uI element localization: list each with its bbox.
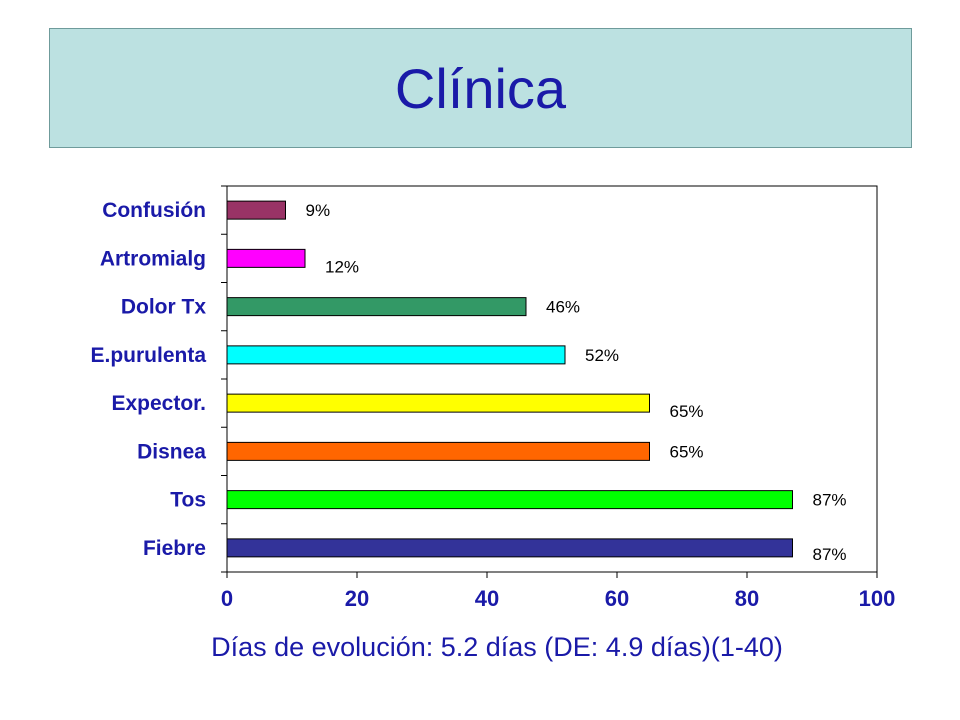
category-label: E.purulenta bbox=[90, 344, 206, 367]
x-tick-label: 40 bbox=[475, 586, 499, 611]
category-label: Disnea bbox=[137, 440, 206, 463]
bar-3 bbox=[226, 345, 566, 365]
bar-2 bbox=[226, 297, 527, 317]
category-label: Confusión bbox=[102, 199, 206, 222]
data-label: 87% bbox=[813, 491, 847, 510]
category-label: Dolor Tx bbox=[121, 296, 206, 319]
data-label: 65% bbox=[670, 402, 704, 421]
evolution-footnote: Días de evolución: 5.2 días (DE: 4.9 día… bbox=[211, 632, 783, 662]
x-tick-label: 60 bbox=[605, 586, 629, 611]
category-label: Artromialg bbox=[100, 247, 206, 270]
title-banner: Clínica bbox=[49, 28, 912, 148]
data-label: 65% bbox=[670, 442, 704, 461]
data-label: 46% bbox=[546, 298, 580, 317]
bar-0 bbox=[226, 200, 286, 220]
data-label: 87% bbox=[813, 545, 847, 564]
bar-7 bbox=[226, 538, 793, 558]
bar-1 bbox=[226, 248, 306, 268]
data-label: 12% bbox=[325, 257, 359, 276]
category-label: Expector. bbox=[111, 392, 206, 415]
x-tick-label: 80 bbox=[735, 586, 759, 611]
bar-5 bbox=[226, 441, 650, 461]
category-label: Fiebre bbox=[143, 537, 206, 560]
x-tick-label: 100 bbox=[859, 586, 896, 611]
plot-area bbox=[226, 185, 878, 573]
bar-4 bbox=[226, 393, 650, 413]
data-label: 52% bbox=[585, 346, 619, 365]
bar-6 bbox=[226, 490, 793, 510]
data-label: 9% bbox=[306, 201, 331, 220]
x-tick-label: 20 bbox=[345, 586, 369, 611]
page-title: Clínica bbox=[394, 56, 567, 120]
category-label: Tos bbox=[170, 489, 206, 512]
x-tick-label: 0 bbox=[221, 586, 233, 611]
